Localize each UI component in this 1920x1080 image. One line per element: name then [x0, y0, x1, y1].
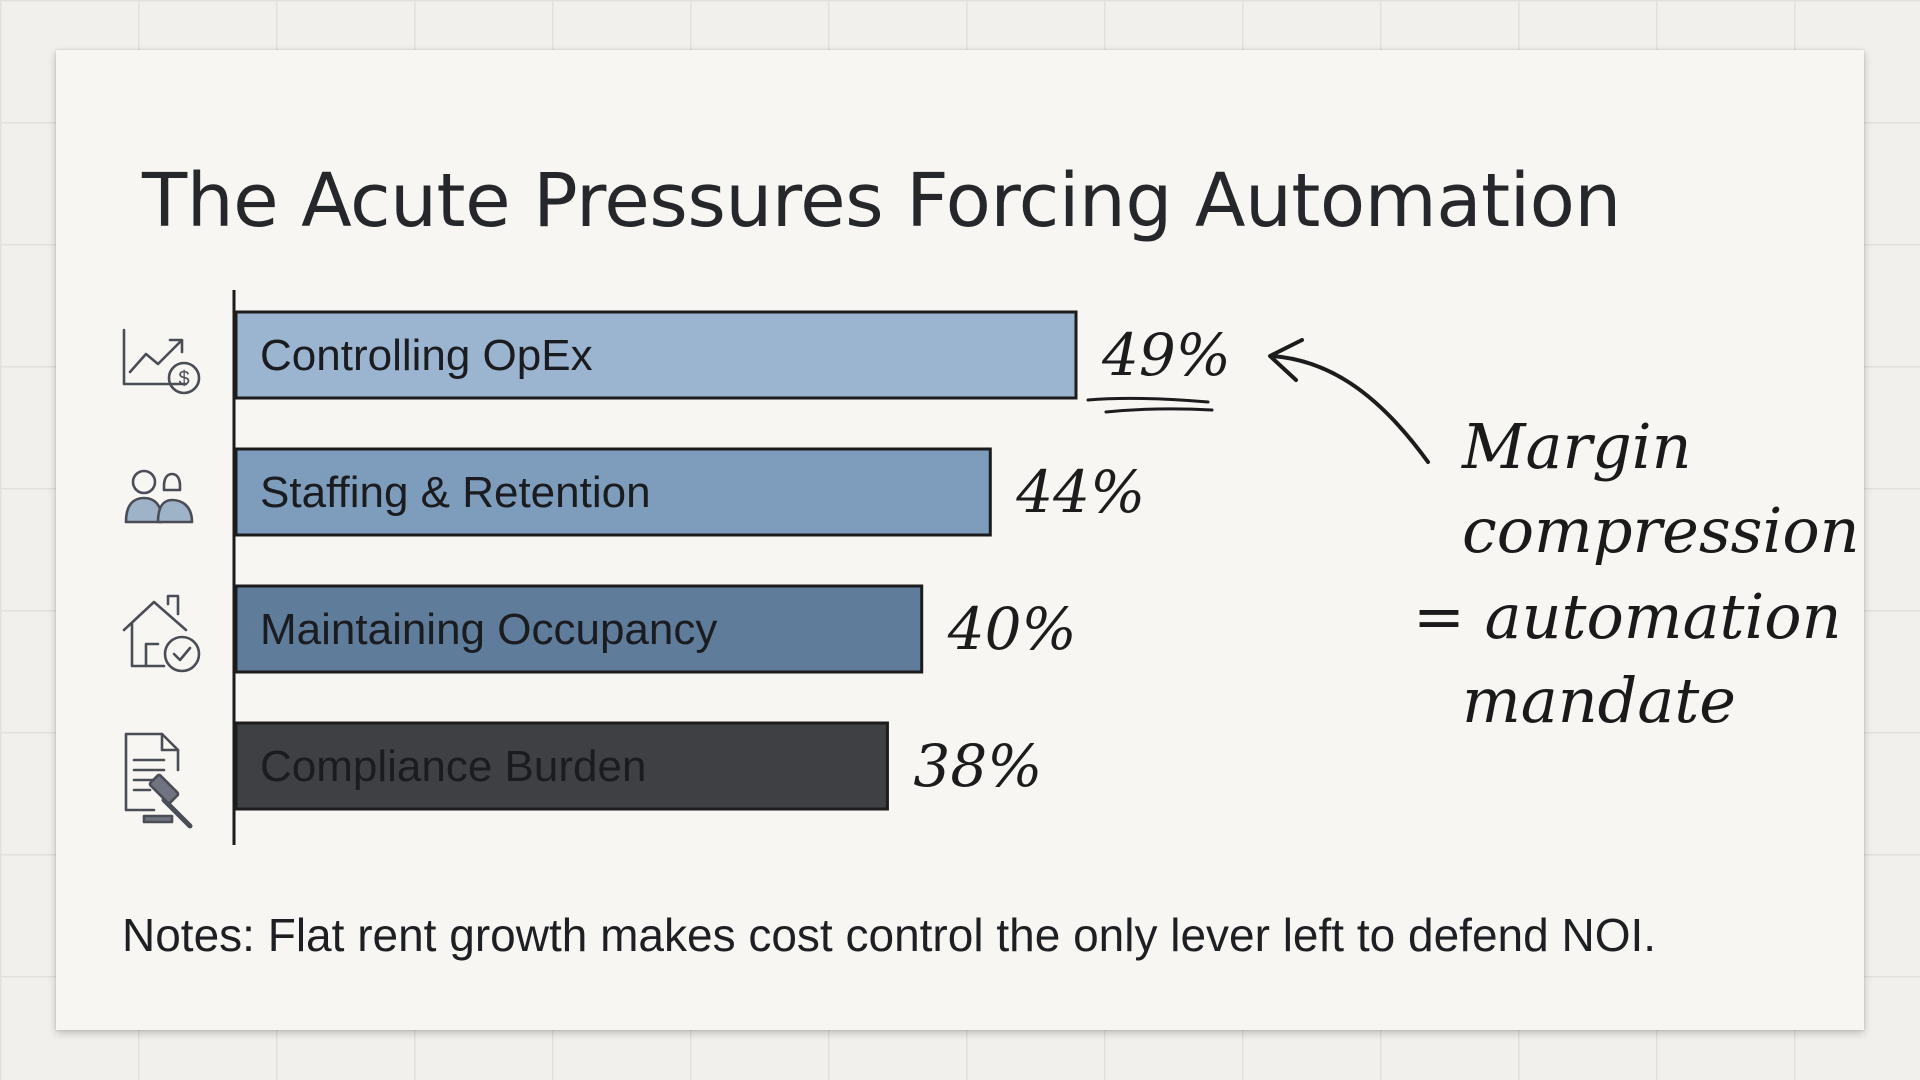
annotation-arrowhead: [1268, 338, 1304, 382]
bar-label-staffing-retention: Staffing & Retention: [260, 468, 651, 517]
bar-staffing-retention: [234, 447, 992, 537]
bar-compliance-burden: [234, 721, 889, 811]
slide-card: The Acute Pressures Forcing Automation $: [56, 50, 1864, 1030]
value-label-staffing-retention: 44%: [1015, 458, 1145, 526]
bar-label-controlling-opex: Controlling OpEx: [260, 331, 593, 380]
bar-controlling-opex: [234, 310, 1078, 400]
bar-maintaining-occupancy: [234, 584, 924, 674]
value-label-maintaining-occupancy: 40%: [947, 595, 1077, 663]
bar-label-maintaining-occupancy: Maintaining Occupancy: [260, 605, 717, 654]
document-gavel-icon: [124, 732, 193, 829]
slide-title: The Acute Pressures Forcing Automation: [142, 158, 1621, 244]
house-check-icon: [122, 594, 201, 673]
highlight-underline: [1086, 396, 1214, 414]
svg-text:$: $: [178, 368, 189, 390]
annotation-arrow: [1270, 354, 1430, 464]
bars-layer: Controlling OpEx 49% Staffing & Retention 4…: [234, 310, 1231, 811]
value-label-controlling-opex: 49%: [1101, 321, 1231, 389]
chart-dollar-icon: $: [122, 328, 201, 395]
bar-label-compliance-burden: Compliance Burden: [260, 742, 646, 791]
annotation-line-2: compression: [1462, 494, 1860, 567]
people-icon: [124, 469, 194, 524]
annotation-line-4: mandate: [1462, 664, 1736, 737]
annotation-line-1: Margin: [1461, 410, 1692, 483]
bar-chart: $ Controlling OpEx 49% Staffing & Retentio…: [122, 290, 1860, 845]
value-label-compliance-burden: 38%: [913, 732, 1042, 800]
slide-notes: Notes: Flat rent growth makes cost contr…: [122, 909, 1657, 961]
annotation-line-3: = automation: [1413, 580, 1842, 653]
